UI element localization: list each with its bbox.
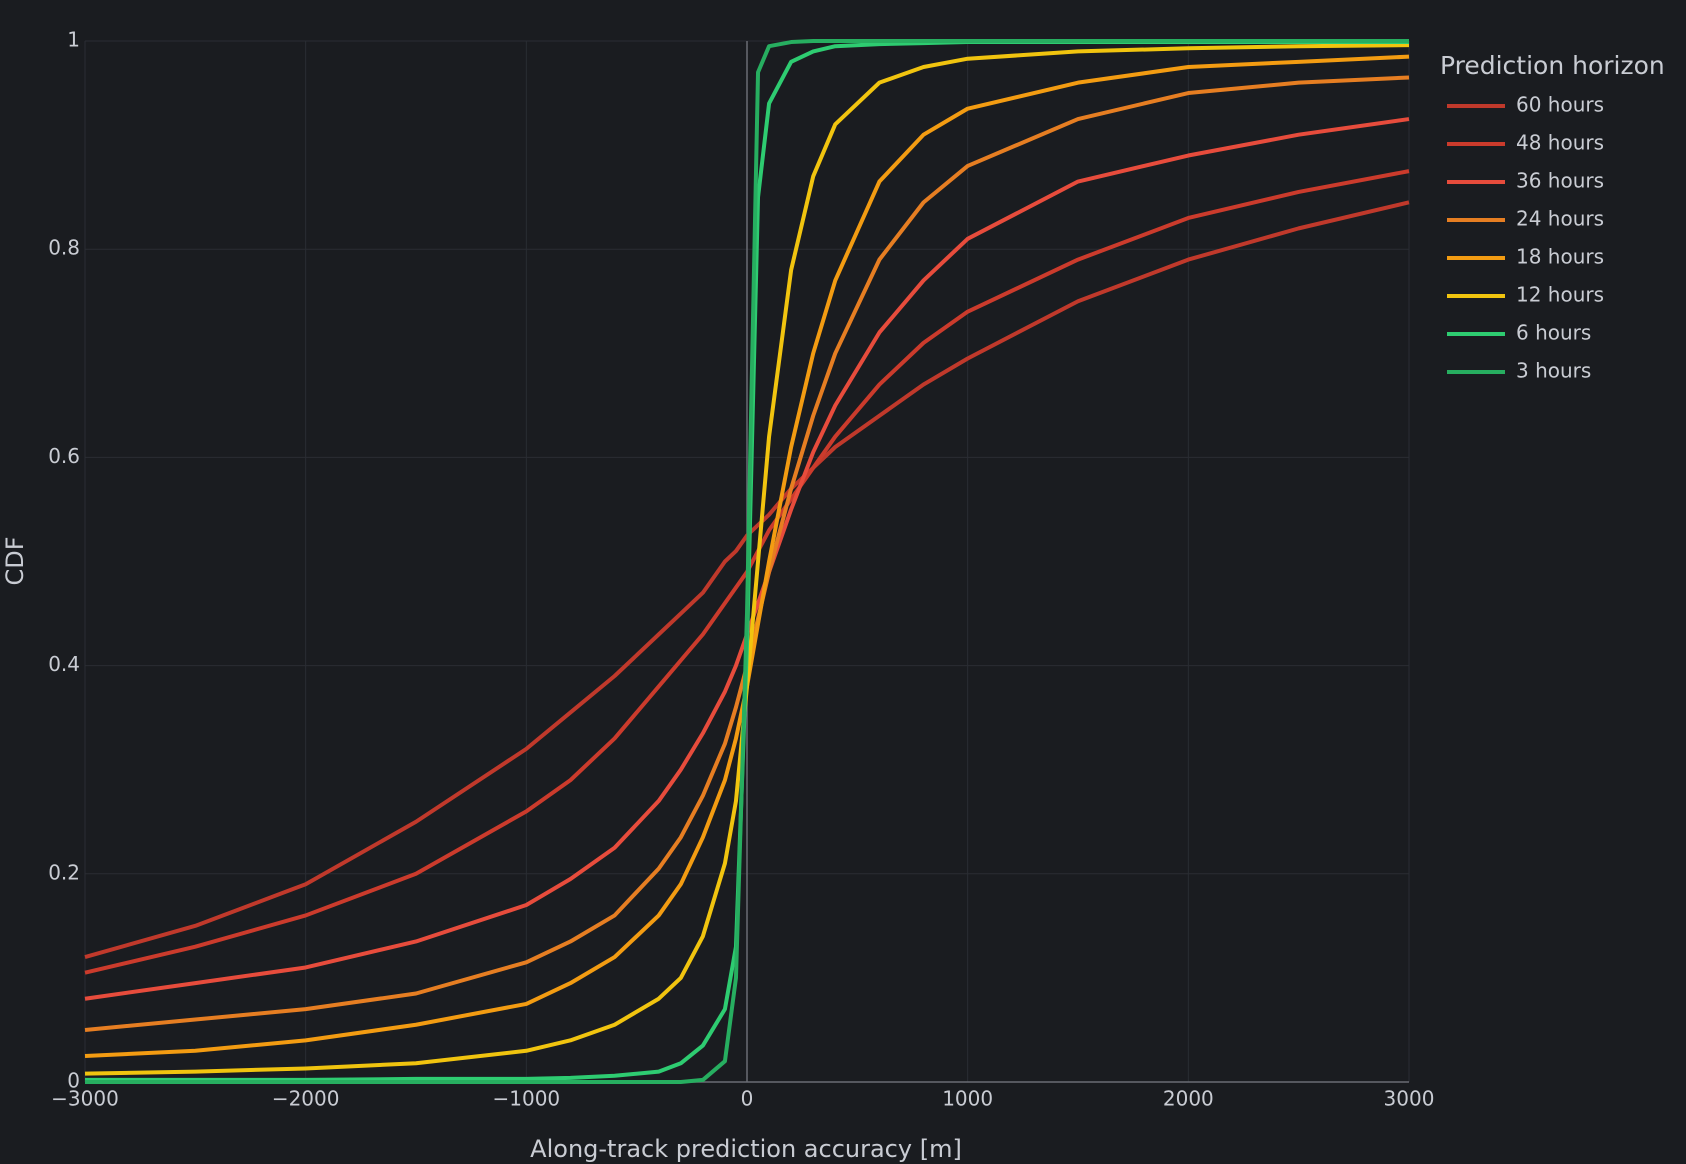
- legend-label: 48 hours: [1516, 131, 1604, 155]
- x-axis-label: Along-track prediction accuracy [m]: [530, 1135, 962, 1163]
- series-line: [85, 39, 1409, 1084]
- legend-title: Prediction horizon: [1440, 51, 1665, 80]
- y-tick-label: 0: [67, 1069, 80, 1093]
- y-tick-label: 0.4: [48, 652, 80, 676]
- x-tick-label: 0: [741, 1087, 754, 1111]
- x-tick-label: −1000: [493, 1087, 561, 1111]
- y-tick-label: 0.6: [48, 444, 80, 468]
- legend-label: 60 hours: [1516, 93, 1604, 117]
- x-tick-label: −3000: [51, 1087, 119, 1111]
- legend-label: 18 hours: [1516, 245, 1604, 269]
- y-tick-label: 0.8: [48, 236, 80, 260]
- legend-label: 12 hours: [1516, 283, 1604, 307]
- x-tick-label: 3000: [1384, 1087, 1435, 1111]
- legend-label: 24 hours: [1516, 207, 1604, 231]
- x-tick-label: 2000: [1163, 1087, 1214, 1111]
- x-tick-label: −2000: [272, 1087, 340, 1111]
- y-tick-label: 0.2: [48, 860, 80, 884]
- legend-label: 36 hours: [1516, 169, 1604, 193]
- y-tick-label: 1: [67, 28, 80, 52]
- legend-label: 3 hours: [1516, 359, 1591, 383]
- legend-label: 6 hours: [1516, 321, 1591, 345]
- y-axis-label: CDF: [1, 536, 29, 585]
- x-tick-label: 1000: [942, 1087, 993, 1111]
